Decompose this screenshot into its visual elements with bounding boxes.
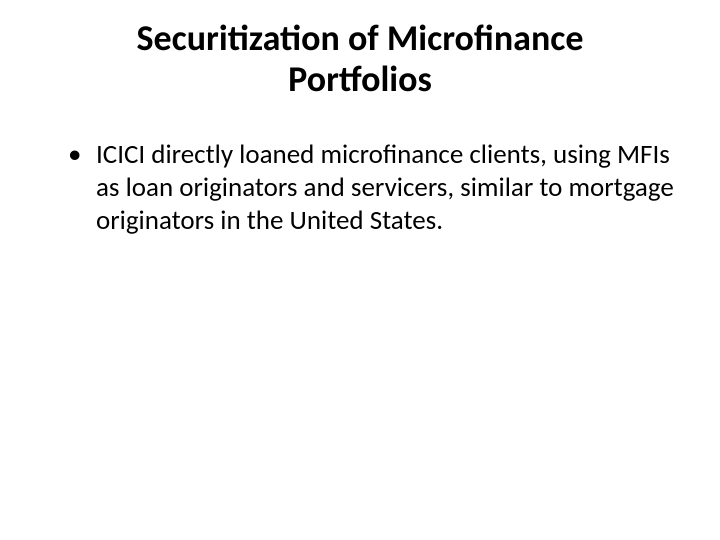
bullet-item: ICICI directly loaned microfinance clien… bbox=[68, 139, 680, 238]
slide-title: Securitization of Microfinance Portfolio… bbox=[40, 18, 680, 101]
bullet-list: ICICI directly loaned microfinance clien… bbox=[40, 139, 680, 238]
slide: Securitization of Microfinance Portfolio… bbox=[0, 0, 720, 540]
